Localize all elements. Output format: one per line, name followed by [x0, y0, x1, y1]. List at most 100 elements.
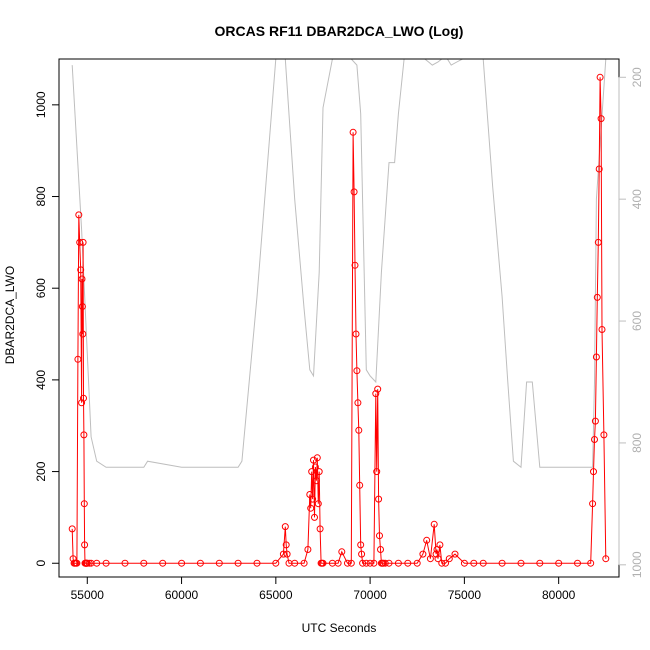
data-point [79, 330, 87, 338]
data-point [351, 261, 359, 269]
x-tick-label: 60000 [165, 588, 199, 602]
data-point [594, 238, 602, 246]
data-point [366, 559, 374, 567]
data-point [355, 426, 363, 434]
data-point [311, 513, 318, 521]
data-point [498, 559, 506, 567]
data-point [479, 559, 487, 567]
data-point [77, 266, 85, 274]
chart-title: ORCAS RF11 DBAR2DCA_LWO (Log) [215, 23, 464, 39]
data-point [83, 559, 91, 567]
data-point [375, 495, 383, 503]
x-tick-label: 55000 [71, 588, 105, 602]
data-point [291, 559, 299, 567]
data-point [591, 436, 598, 443]
data-point [310, 456, 317, 464]
data-point [426, 555, 434, 563]
x-tick-label: 75000 [448, 588, 482, 602]
y-tick-label: 400 [34, 370, 48, 390]
data-point [359, 559, 367, 567]
data-point [595, 165, 603, 173]
data-point [300, 559, 308, 567]
data-point [79, 238, 87, 246]
data-point [76, 238, 84, 246]
x-tick-label: 80000 [542, 588, 576, 602]
data-point [253, 559, 261, 567]
data-point [430, 520, 438, 528]
data-point [102, 559, 110, 567]
data-point [356, 481, 364, 489]
data-point [350, 188, 358, 196]
y-axis-label: DBAR2DCA_LWO [3, 266, 17, 364]
data-point [196, 559, 204, 567]
data-point [370, 559, 378, 567]
data-point [596, 73, 604, 81]
data-point [308, 468, 316, 476]
data-point [442, 559, 449, 567]
data-point [591, 417, 599, 425]
data-point [419, 550, 427, 558]
data-point [85, 559, 93, 567]
data-point [78, 303, 86, 310]
y-tick-label: 200 [34, 461, 48, 481]
y-tick-label: 800 [34, 186, 48, 206]
data-point [460, 559, 468, 567]
data-point [282, 541, 290, 549]
data-point [354, 399, 362, 407]
data-point [436, 541, 444, 549]
x-tick-label: 70000 [353, 588, 387, 602]
data-point [597, 115, 605, 123]
plot-area [68, 59, 610, 567]
data-point [74, 355, 82, 363]
data-point [394, 559, 402, 567]
data-point [349, 128, 357, 136]
data-point [404, 559, 412, 567]
data-point [307, 504, 315, 512]
data-point [600, 431, 608, 439]
data-point [357, 541, 365, 549]
data-point [434, 555, 442, 563]
data-point [470, 559, 478, 567]
y-tick-label: 1000 [34, 91, 48, 118]
x-axis-label: UTC Seconds [302, 621, 377, 635]
y2-tick-label: 600 [630, 311, 644, 331]
y-tick-label: 0 [34, 560, 48, 567]
data-point [312, 477, 320, 485]
data-point [438, 559, 446, 567]
data-point [376, 532, 383, 540]
data-point [555, 559, 563, 567]
data-point [334, 559, 342, 567]
data-point [311, 463, 319, 471]
data-point [78, 399, 86, 407]
data-point [215, 559, 223, 567]
data-point [80, 431, 88, 439]
series-secondary-line [71, 59, 607, 469]
y-tick-label: 600 [34, 278, 48, 298]
series-primary-line [71, 77, 607, 564]
data-point [314, 500, 322, 508]
data-point [234, 559, 242, 567]
plot-frame [58, 58, 620, 578]
data-point [590, 468, 597, 476]
data-point [373, 468, 381, 476]
data-point [372, 390, 380, 398]
y2-tick-label: 400 [630, 189, 644, 209]
data-point [272, 559, 280, 567]
data-point [589, 500, 597, 508]
data-point [80, 500, 88, 508]
data-point [279, 550, 287, 558]
data-point [159, 559, 167, 567]
data-point [377, 546, 384, 553]
data-point [81, 541, 89, 549]
data-point [178, 559, 186, 567]
data-point [602, 555, 610, 563]
axes: 55000 60000 65000 70000 75000 80000 0 200 400 600… [34, 67, 644, 602]
data-point [78, 275, 86, 283]
plot-inner [68, 59, 610, 567]
data-point [352, 330, 360, 338]
data-point [344, 559, 351, 567]
data-point [517, 559, 525, 567]
data-point [574, 559, 581, 567]
data-point [121, 559, 129, 567]
data-point [432, 550, 440, 558]
